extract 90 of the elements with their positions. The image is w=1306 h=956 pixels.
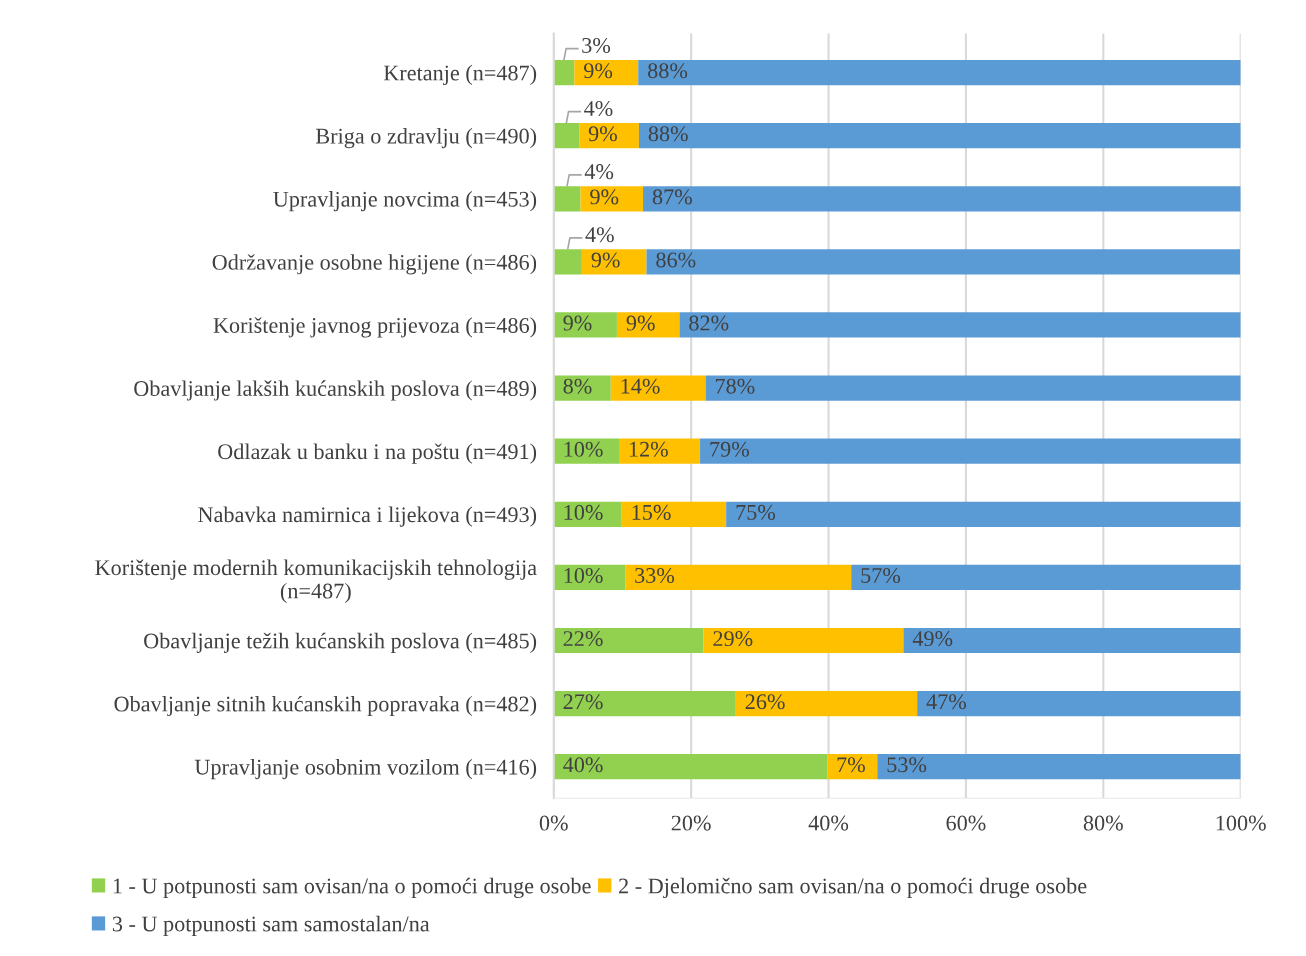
data-label: 8% — [563, 378, 592, 394]
bar — [553, 754, 828, 780]
legend-label: 2 - Djelomično sam ovisan/na o pomoći druge osobe — [619, 877, 1087, 899]
bar — [638, 59, 1241, 86]
data-label: 82% — [689, 315, 729, 331]
bar — [646, 249, 1241, 275]
y-tick-label: Korištenje javnog prijevoza (n=486) — [213, 317, 537, 338]
data-label: 9% — [584, 63, 613, 79]
data-label: 9% — [588, 126, 617, 142]
data-label: 27% — [563, 694, 603, 710]
y-tick-label: Obavljanje težih kućanskih poslova (n=485) — [144, 632, 537, 653]
y-tick-label: Obavljanje sitnih kućanskih popravaka (n=482) — [114, 695, 537, 717]
data-label: 4% — [584, 164, 614, 180]
y-tick-label: Održavanje osobne higijene (n=486) — [212, 254, 537, 275]
y-tick-label: Odlazak u banku i na poštu (n=491) — [218, 443, 537, 464]
bar — [619, 438, 701, 464]
bar — [579, 123, 639, 149]
bar — [616, 312, 680, 338]
bar — [553, 375, 611, 401]
bar — [553, 690, 736, 717]
data-label: 26% — [745, 694, 785, 710]
data-label: 9% — [591, 252, 620, 268]
y-tick-label: Korištenje modernih komunikacijskih tehnologija (n=487) — [95, 559, 537, 604]
bar — [703, 627, 904, 654]
bar — [735, 690, 918, 717]
data-label: 9% — [626, 315, 655, 331]
x-tick-label: 80% — [1083, 815, 1123, 831]
legend-label: 3 - U potpunosti sam samostalan/na — [112, 915, 430, 936]
data-label: 3% — [582, 37, 611, 53]
bar — [700, 438, 1241, 464]
data-label: 22% — [563, 631, 603, 647]
bar — [917, 690, 1241, 717]
x-tick-label: 60% — [946, 815, 986, 831]
data-label: 88% — [648, 63, 688, 79]
bar — [625, 564, 852, 591]
bar — [851, 564, 1241, 591]
data-label: 4% — [584, 101, 613, 117]
data-label: 10% — [564, 504, 603, 520]
data-label: 78% — [715, 378, 755, 394]
bar — [705, 375, 1241, 401]
y-tick-label: Kretanje (n=487) — [383, 64, 537, 86]
data-label: 10% — [564, 441, 603, 457]
bar — [581, 249, 647, 275]
x-tick-label: 40% — [808, 815, 849, 831]
data-label: 88% — [648, 126, 688, 142]
data-label: 29% — [713, 631, 753, 647]
bar — [621, 501, 727, 527]
x-tick-label: 100% — [1216, 815, 1266, 831]
bar — [553, 312, 617, 338]
bar — [726, 501, 1241, 527]
bar — [574, 59, 639, 86]
y-tick-label: Upravljanje osobnim vozilom (n=416) — [194, 759, 537, 780]
data-label: 49% — [912, 631, 953, 647]
bar — [553, 249, 582, 275]
data-label: 4% — [585, 227, 614, 243]
data-label: 57% — [861, 567, 901, 584]
data-label: 87% — [652, 189, 692, 205]
bar — [638, 123, 1241, 149]
data-label: 75% — [736, 504, 776, 520]
bar — [877, 754, 1241, 780]
y-tick-label: Upravljanje novcima (n=453) — [273, 191, 537, 212]
data-label: 33% — [635, 567, 675, 584]
x-tick-label: 20% — [671, 815, 711, 831]
y-tick-label: Briga o zdravlju (n=490) — [315, 127, 537, 149]
y-tick-label: Nabavka namirnica i lijekova (n=493) — [198, 506, 537, 527]
data-label: 79% — [710, 441, 749, 457]
x-tick-label: 0% — [539, 815, 568, 831]
bar — [553, 123, 580, 149]
bar — [903, 627, 1241, 654]
data-label: 10% — [564, 567, 603, 584]
bar — [610, 375, 706, 401]
bar — [679, 312, 1241, 338]
data-label: 14% — [621, 378, 660, 394]
data-label: 86% — [656, 252, 696, 268]
bar — [553, 186, 581, 212]
data-label: 7% — [837, 757, 865, 773]
bar — [553, 59, 575, 86]
data-label: 9% — [563, 315, 592, 331]
data-label: 53% — [887, 757, 927, 773]
data-label: 9% — [590, 189, 619, 205]
data-label: 40% — [563, 757, 603, 773]
data-label: 12% — [629, 441, 668, 457]
data-label: 47% — [926, 694, 967, 710]
y-tick-label: Obavljanje lakših kućanskih poslova (n=489) — [134, 380, 537, 401]
bar — [580, 186, 644, 212]
data-label: 15% — [632, 504, 671, 520]
bar — [553, 627, 704, 654]
bar — [827, 754, 878, 780]
bar — [643, 186, 1241, 212]
legend-label: 1 - U potpunosti sam ovisan/na o pomoći druge osobe — [113, 877, 591, 899]
